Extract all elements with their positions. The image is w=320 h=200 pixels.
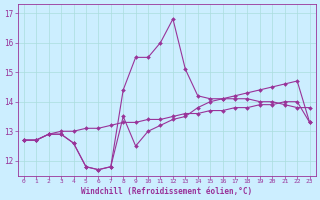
X-axis label: Windchill (Refroidissement éolien,°C): Windchill (Refroidissement éolien,°C) [81, 187, 252, 196]
